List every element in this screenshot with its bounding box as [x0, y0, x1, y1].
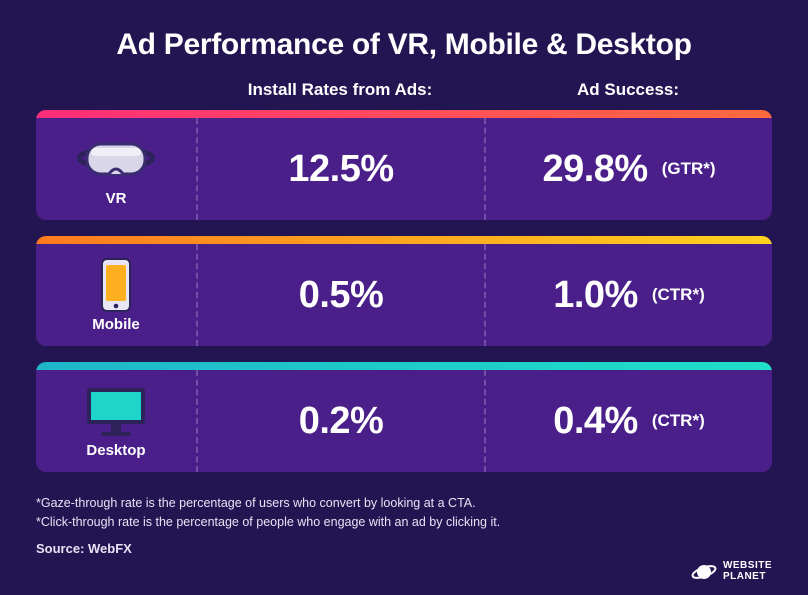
vr-icon — [77, 132, 155, 186]
row-body: Desktop 0.2% 0.4% (CTR*) — [36, 370, 772, 472]
row-topbar — [36, 110, 772, 118]
value-install-rate: 0.2% — [299, 400, 384, 443]
row-mobile: Mobile 0.5% 1.0% (CTR*) — [36, 236, 772, 346]
source-label: Source: WebFX — [36, 539, 772, 559]
row-topbar — [36, 236, 772, 244]
footnotes: *Gaze-through rate is the percentage of … — [36, 494, 772, 559]
footnote-gtr: *Gaze-through rate is the percentage of … — [36, 494, 772, 513]
desktop-icon — [81, 384, 151, 438]
column-headers: Install Rates from Ads: Ad Success: — [36, 80, 772, 110]
cell-ad-success: 29.8% (GTR*) — [484, 118, 772, 220]
value-ad-success: 1.0% — [553, 274, 638, 317]
cell-ad-success: 0.4% (CTR*) — [484, 370, 772, 472]
data-rows: VR 12.5% 29.8% (GTR*) — [36, 110, 772, 472]
value-suffix: (CTR*) — [652, 285, 705, 305]
footer: WEBSITE PLANET — [36, 559, 772, 585]
cell-ad-success: 1.0% (CTR*) — [484, 244, 772, 346]
row-iconcell: Desktop — [36, 384, 196, 459]
row-iconcell: VR — [36, 132, 196, 207]
brand-line2: PLANET — [723, 572, 772, 583]
brand-text: WEBSITE PLANET — [723, 561, 772, 582]
value-suffix: (CTR*) — [652, 411, 705, 431]
value-install-rate: 12.5% — [288, 148, 393, 191]
value-install-rate: 0.5% — [299, 274, 384, 317]
value-ad-success: 0.4% — [553, 400, 638, 443]
row-desktop: Desktop 0.2% 0.4% (CTR*) — [36, 362, 772, 472]
planet-icon — [691, 559, 717, 585]
page-title: Ad Performance of VR, Mobile & Desktop — [36, 28, 772, 62]
header-ad-success: Ad Success: — [484, 80, 772, 100]
header-install-rates: Install Rates from Ads: — [196, 80, 484, 100]
row-label: Mobile — [92, 316, 140, 333]
row-label: Desktop — [86, 442, 145, 459]
cell-install-rate: 0.2% — [196, 370, 484, 472]
footnote-ctr: *Click-through rate is the percentage of… — [36, 513, 772, 532]
value-ad-success: 29.8% — [542, 148, 647, 191]
row-topbar — [36, 362, 772, 370]
cell-install-rate: 12.5% — [196, 118, 484, 220]
row-vr: VR 12.5% 29.8% (GTR*) — [36, 110, 772, 220]
row-body: VR 12.5% 29.8% (GTR*) — [36, 118, 772, 220]
row-label: VR — [106, 190, 127, 207]
brand-logo: WEBSITE PLANET — [691, 559, 772, 585]
row-iconcell: Mobile — [36, 258, 196, 333]
mobile-icon — [96, 258, 136, 312]
value-suffix: (GTR*) — [662, 159, 716, 179]
row-body: Mobile 0.5% 1.0% (CTR*) — [36, 244, 772, 346]
cell-install-rate: 0.5% — [196, 244, 484, 346]
